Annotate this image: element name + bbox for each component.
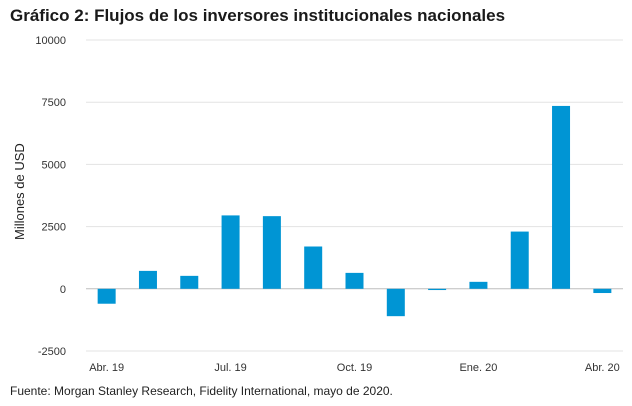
y-tick-label: 10000	[35, 35, 66, 47]
y-tick-label: 5000	[42, 159, 66, 171]
x-tick-label: Ene. 20	[459, 362, 497, 374]
y-tick-labels: -2500 0 2500 5000 7500 10000	[35, 35, 66, 358]
y-tick-label: 7500	[42, 97, 66, 109]
x-tick-label: Abr. 20	[585, 362, 620, 374]
bar-abr-19	[97, 288, 116, 304]
bar-chart: -2500 0 2500 5000 7500 10000 Abr. 19 Jul. 19 Oc…	[35, 35, 623, 374]
gridlines	[86, 39, 623, 352]
bar-sep-19	[304, 246, 323, 289]
x-tick-label: Abr. 19	[89, 362, 124, 374]
bar-may-19	[138, 270, 157, 289]
bar-dic-19	[428, 288, 447, 291]
bar-mar-20	[552, 105, 571, 289]
y-tick-label: -2500	[38, 346, 66, 358]
x-tick-labels: Abr. 19 Jul. 19 Oct. 19 Ene. 20 Abr. 20	[89, 362, 620, 374]
chart-title: Gráfico 2: Flujos de los inversores inst…	[10, 6, 506, 25]
bar-ago-19	[262, 216, 281, 289]
bar-jun-19	[180, 275, 199, 289]
x-tick-label: Oct. 19	[337, 362, 372, 374]
bar-jul-19	[221, 215, 240, 289]
bar-feb-20	[510, 231, 529, 289]
y-axis-label: Millones de USD	[12, 143, 27, 240]
source-note: Fuente: Morgan Stanley Research, Fidelit…	[10, 384, 393, 398]
y-tick-label: 2500	[42, 222, 66, 234]
x-tick-label: Jul. 19	[214, 362, 246, 374]
bars	[97, 105, 612, 317]
bar-ene-20	[469, 281, 488, 289]
y-tick-label: 0	[60, 284, 66, 296]
bar-nov-19	[386, 288, 405, 317]
bar-oct-19	[345, 272, 364, 289]
bar-abr-20	[593, 288, 612, 294]
